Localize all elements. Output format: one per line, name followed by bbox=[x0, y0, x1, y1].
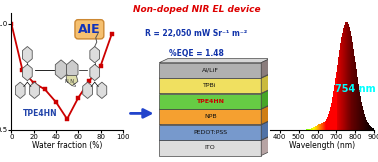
Polygon shape bbox=[159, 63, 261, 78]
X-axis label: Wavelength (nm): Wavelength (nm) bbox=[289, 141, 355, 150]
Polygon shape bbox=[90, 46, 99, 63]
Text: Al/LiF: Al/LiF bbox=[202, 68, 219, 73]
X-axis label: Water fraction (%): Water fraction (%) bbox=[32, 141, 102, 150]
Text: 754 nm: 754 nm bbox=[335, 84, 376, 94]
Polygon shape bbox=[159, 94, 261, 109]
Polygon shape bbox=[23, 64, 32, 81]
Polygon shape bbox=[159, 105, 270, 109]
Polygon shape bbox=[55, 60, 67, 79]
Polygon shape bbox=[66, 75, 78, 86]
Text: PEDOT:PSS: PEDOT:PSS bbox=[193, 130, 227, 135]
Polygon shape bbox=[23, 46, 32, 63]
Text: %EQE = 1.48: %EQE = 1.48 bbox=[169, 49, 224, 58]
Polygon shape bbox=[261, 59, 270, 78]
Polygon shape bbox=[159, 78, 261, 93]
Text: TPE4HN: TPE4HN bbox=[196, 99, 224, 104]
Polygon shape bbox=[159, 121, 270, 125]
Text: Non-doped NIR EL device: Non-doped NIR EL device bbox=[133, 5, 260, 14]
Polygon shape bbox=[261, 105, 270, 124]
Text: N N: N N bbox=[65, 79, 74, 84]
Text: NPB: NPB bbox=[204, 114, 217, 119]
Text: ITO: ITO bbox=[205, 145, 215, 150]
Polygon shape bbox=[159, 90, 270, 94]
Polygon shape bbox=[159, 140, 261, 156]
Polygon shape bbox=[261, 136, 270, 156]
Text: S: S bbox=[73, 83, 76, 88]
Text: R = 22,050 mW Sr⁻¹ m⁻²: R = 22,050 mW Sr⁻¹ m⁻² bbox=[146, 29, 248, 38]
Polygon shape bbox=[159, 74, 270, 78]
FancyArrowPatch shape bbox=[130, 110, 150, 117]
Polygon shape bbox=[90, 64, 99, 81]
Polygon shape bbox=[159, 125, 261, 140]
Text: TPE4HN: TPE4HN bbox=[23, 109, 57, 118]
Polygon shape bbox=[159, 59, 270, 63]
Polygon shape bbox=[83, 82, 93, 98]
Polygon shape bbox=[29, 82, 39, 98]
Polygon shape bbox=[67, 60, 78, 79]
Polygon shape bbox=[159, 109, 261, 124]
Polygon shape bbox=[97, 82, 107, 98]
Polygon shape bbox=[261, 74, 270, 93]
Text: AIE: AIE bbox=[78, 23, 101, 36]
Polygon shape bbox=[159, 136, 270, 140]
Text: TPBi: TPBi bbox=[203, 83, 217, 88]
Polygon shape bbox=[15, 82, 25, 98]
Polygon shape bbox=[261, 121, 270, 140]
Polygon shape bbox=[261, 90, 270, 109]
